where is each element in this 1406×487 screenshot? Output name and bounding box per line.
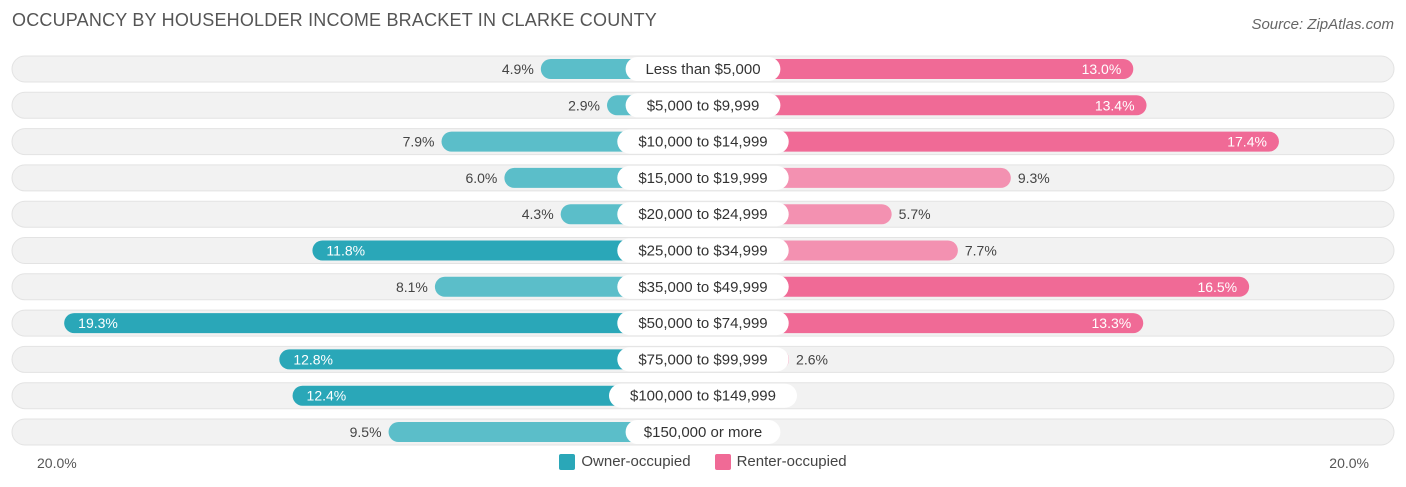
chart-title: OCCUPANCY BY HOUSEHOLDER INCOME BRACKET … (12, 10, 657, 30)
owner-value-label: 4.3% (522, 206, 554, 222)
legend-renter: Renter-occupied (714, 453, 847, 470)
category-label: $50,000 to $74,999 (638, 315, 767, 332)
category-pill (617, 311, 789, 336)
owner-value-label: 9.5% (350, 424, 382, 440)
renter-value-label: 2.6% (796, 351, 828, 367)
owner-bar (64, 313, 714, 334)
owner-bar (312, 240, 713, 261)
owner-value-label: 8.1% (396, 279, 428, 295)
category-label: $20,000 to $24,999 (638, 206, 767, 223)
category-label: $75,000 to $99,999 (638, 351, 767, 368)
renter-bar (693, 276, 1250, 297)
category-pill (617, 165, 789, 190)
category-pill (625, 93, 781, 118)
axis-right-label: 20.0% (1329, 455, 1369, 471)
owner-value-label: 11.8% (326, 243, 365, 259)
category-label: $10,000 to $14,999 (638, 134, 767, 151)
legend: Owner-occupied Renter-occupied (0, 453, 1406, 470)
legend-renter-label: Renter-occupied (736, 453, 847, 470)
renter-value-label: 13.3% (1092, 315, 1132, 331)
owner-value-label: 7.9% (403, 134, 435, 150)
renter-value-label: 7.7% (965, 243, 997, 259)
renter-value-label: 13.4% (1095, 97, 1135, 113)
category-label: $150,000 or more (644, 424, 762, 441)
owner-value-label: 2.9% (568, 97, 600, 113)
owner-bar (279, 349, 713, 370)
category-pill (617, 238, 789, 263)
category-pill (609, 383, 797, 408)
category-label: $15,000 to $19,999 (638, 170, 767, 187)
category-label: $35,000 to $49,999 (638, 279, 767, 296)
category-label: $25,000 to $34,999 (638, 243, 767, 260)
renter-bar (693, 131, 1279, 152)
category-label: $5,000 to $9,999 (647, 97, 760, 114)
category-pill (617, 347, 789, 372)
category-pill (617, 274, 789, 299)
category-label: $100,000 to $149,999 (630, 388, 776, 405)
category-pill (617, 129, 789, 154)
renter-value-label: 17.4% (1227, 134, 1267, 150)
source-label: Source: ZipAtlas.com (1251, 16, 1394, 33)
category-pill (625, 57, 781, 81)
category-pill (625, 420, 781, 444)
owner-value-label: 12.4% (307, 388, 347, 404)
renter-value-label: 16.5% (1197, 279, 1237, 295)
legend-owner-label: Owner-occupied (581, 453, 691, 470)
legend-renter-swatch (714, 453, 731, 470)
owner-value-label: 6.0% (465, 170, 497, 186)
owner-value-label: 4.9% (502, 61, 534, 77)
owner-value-label: 12.8% (293, 351, 333, 367)
category-pill (617, 202, 789, 227)
category-label: Less than $5,000 (645, 61, 760, 78)
renter-value-label: 9.3% (1018, 170, 1050, 186)
renter-bar (693, 95, 1147, 116)
legend-owner-swatch (559, 453, 576, 470)
axis-left-label: 20.0% (37, 455, 77, 471)
renter-bar (693, 59, 1134, 79)
legend-owner: Owner-occupied (559, 453, 691, 470)
renter-bar (693, 313, 1144, 334)
owner-bar (292, 385, 713, 406)
owner-value-label: 19.3% (78, 315, 118, 331)
renter-value-label: 13.0% (1082, 61, 1122, 77)
renter-value-label: 5.7% (899, 206, 931, 222)
bar-chart: 4.9% 13.0% Less than $5,000 2.9% 13.4% $5,000… (11, 55, 1395, 446)
